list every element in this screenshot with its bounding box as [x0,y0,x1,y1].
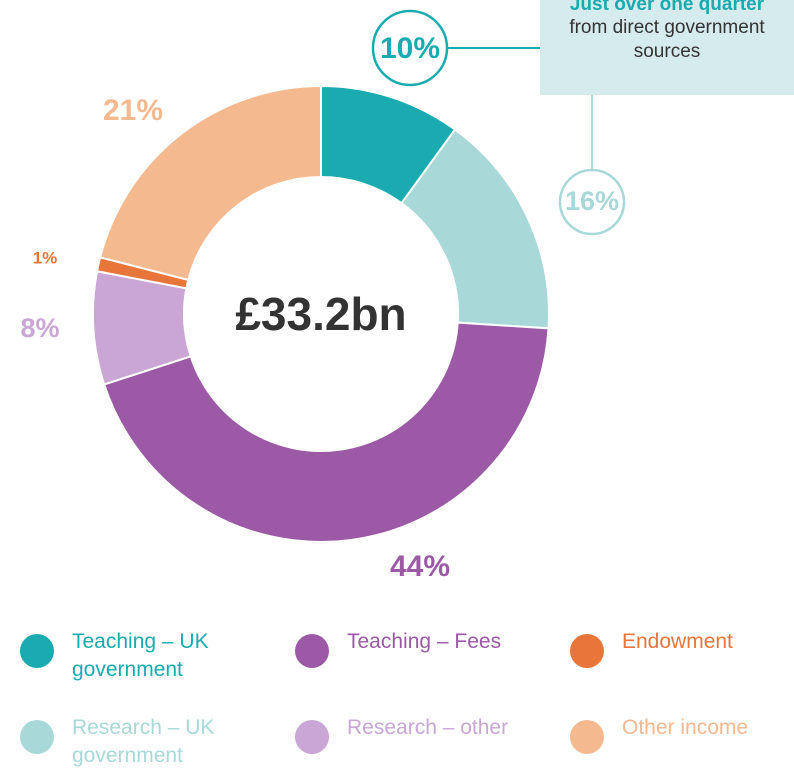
donut-segment [98,84,322,282]
legend-label: Research – UK government [72,716,215,767]
label-ring [371,9,449,87]
legend-icon [20,634,54,668]
callout-highlight: Just over one quarter [569,0,765,15]
callout-text: from direct government sources [569,17,765,62]
value-label: 1% [33,248,58,267]
label-ring [558,168,626,236]
legend-icon [295,720,329,754]
legend-icon [570,720,604,754]
legend-label: Research – other [347,716,509,739]
value-label: 8% [20,313,59,343]
value-label: 44% [390,550,450,583]
legend-label: Endowment [622,630,733,653]
legend-icon [570,634,604,668]
center-total: £33.2bn [235,288,406,340]
donut-segment [102,321,550,543]
legend-label: Other income [622,716,749,739]
legend-label: Teaching – Fees [347,630,502,653]
value-label: 16% [565,186,619,216]
value-label: 21% [103,94,163,127]
legend-icon [20,720,54,754]
legend-icon [295,634,329,668]
callout-box: Just over one quarter from direct govern… [540,0,794,95]
value-label: 10% [380,32,440,65]
legend-label: Teaching – UK government [72,630,209,681]
